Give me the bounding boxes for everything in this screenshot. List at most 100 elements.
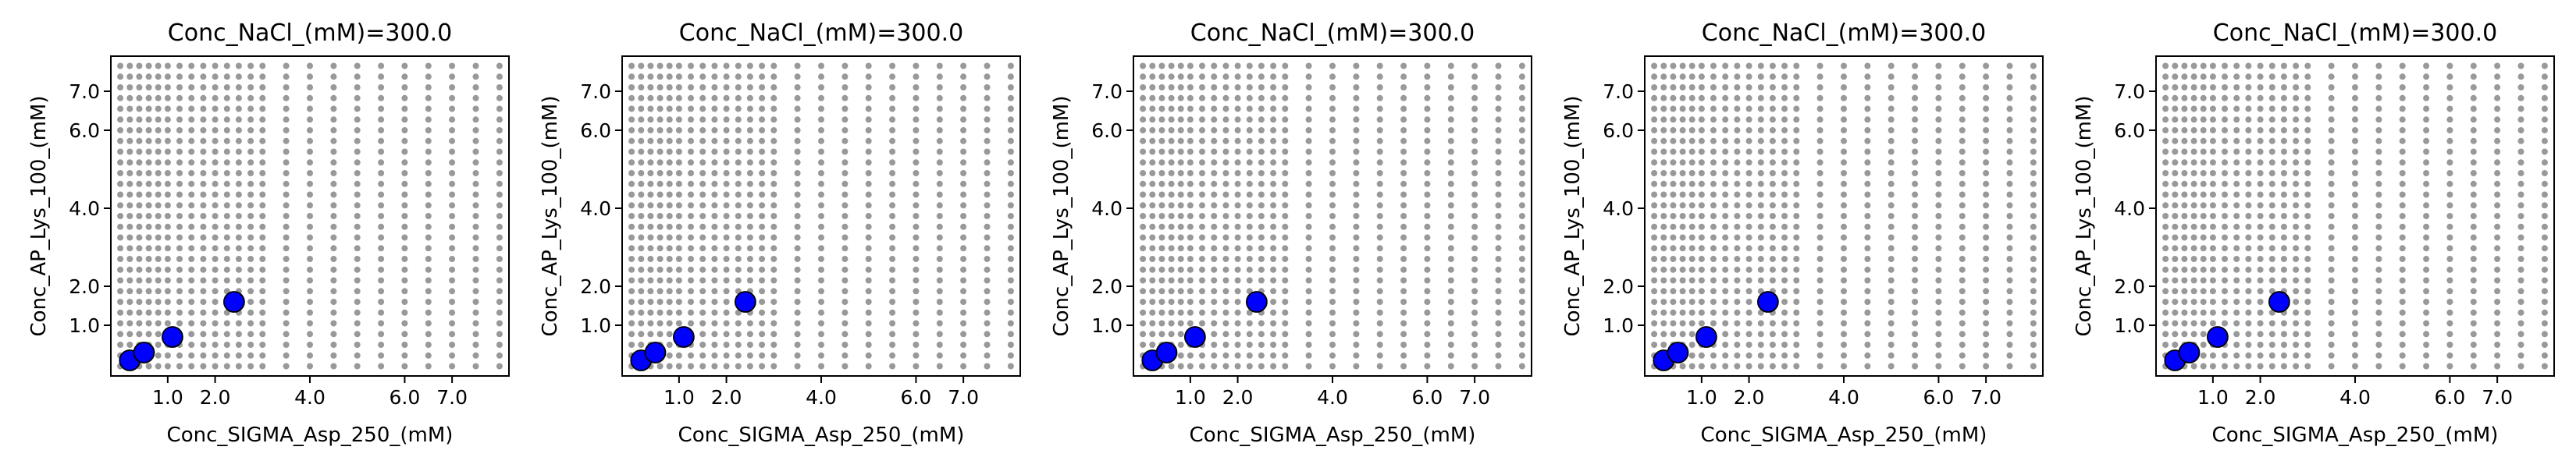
- grid-dot: [2245, 256, 2252, 262]
- grid-dot: [2190, 266, 2197, 273]
- grid-dot: [1149, 288, 1156, 295]
- grid-dot: [1651, 309, 1658, 316]
- grid-dot: [2200, 148, 2207, 155]
- grid-dot: [638, 94, 645, 101]
- grid-dot: [247, 170, 254, 176]
- grid-dot: [1447, 277, 1454, 284]
- grid-dot: [1793, 223, 1800, 230]
- grid-dot: [259, 342, 266, 348]
- grid-dot: [212, 288, 219, 295]
- grid-dot: [735, 352, 742, 359]
- grid-dot: [711, 159, 718, 166]
- grid-dot: [378, 352, 385, 359]
- grid-dot: [1670, 213, 1677, 219]
- grid-dot: [200, 170, 207, 176]
- grid-dot: [699, 320, 706, 327]
- grid-dot: [1734, 148, 1741, 155]
- grid-dot: [155, 137, 162, 144]
- grid-dot: [212, 84, 219, 90]
- grid-dot: [638, 84, 645, 90]
- grid-dot: [1660, 148, 1667, 155]
- grid-dot: [889, 137, 896, 144]
- grid-dot: [1518, 299, 1525, 305]
- grid-dot: [936, 191, 943, 198]
- grid-dot: [1679, 202, 1686, 209]
- grid-dot: [1781, 234, 1788, 241]
- grid-dot: [1816, 352, 1823, 359]
- grid-dot: [496, 191, 503, 198]
- grid-dot: [2293, 137, 2300, 144]
- grid-dot: [117, 309, 124, 316]
- grid-dot: [223, 127, 230, 133]
- grid-dot: [2293, 180, 2300, 187]
- grid-dot: [1177, 170, 1184, 176]
- grid-dot: [1258, 62, 1265, 69]
- grid-dot: [913, 191, 920, 198]
- grid-dot: [354, 137, 361, 144]
- grid-dot: [1959, 256, 1966, 262]
- grid-dot: [759, 352, 766, 359]
- grid-dot: [1007, 234, 1014, 241]
- grid-dot: [711, 299, 718, 305]
- grid-dot: [1888, 245, 1895, 252]
- grid-dot: [960, 148, 967, 155]
- grid-dot: [865, 309, 872, 316]
- grid-dot: [1864, 320, 1871, 327]
- grid-dot: [126, 94, 133, 101]
- grid-dot: [2200, 159, 2207, 166]
- grid-dot: [960, 309, 967, 316]
- grid-dot: [1651, 62, 1658, 69]
- grid-dot: [913, 105, 920, 112]
- grid-dot: [2423, 309, 2430, 316]
- grid-dot: [2304, 116, 2311, 123]
- grid-dot: [1353, 62, 1360, 69]
- grid-dot: [136, 191, 143, 198]
- grid-dot: [2190, 202, 2197, 209]
- grid-dot: [675, 159, 682, 166]
- grid-dot: [638, 234, 645, 241]
- grid-dot: [449, 266, 456, 273]
- grid-dot: [2006, 105, 2013, 112]
- grid-dot: [2446, 363, 2453, 370]
- grid-dot: [1888, 256, 1895, 262]
- grid-dot: [1651, 320, 1658, 327]
- grid-dot: [1816, 202, 1823, 209]
- y-tick-label: 6.0: [1603, 119, 1634, 142]
- grid-dot: [223, 245, 230, 252]
- grid-dot: [770, 320, 777, 327]
- grid-dot: [2268, 352, 2275, 359]
- grid-dot: [2030, 288, 2037, 295]
- grid-dot: [2172, 180, 2179, 187]
- grid-dot: [1688, 309, 1695, 316]
- grid-dot: [1651, 331, 1658, 338]
- grid-dot: [1211, 352, 1218, 359]
- grid-dot: [1912, 170, 1919, 176]
- grid-dot: [2006, 170, 2013, 176]
- grid-dot: [188, 84, 195, 90]
- grid-dot: [1007, 245, 1014, 252]
- grid-dot: [401, 342, 408, 348]
- grid-dot: [1270, 288, 1277, 295]
- grid-dot: [1234, 127, 1241, 133]
- grid-dot: [759, 342, 766, 348]
- grid-dot: [2446, 342, 2453, 348]
- grid-dot: [865, 116, 872, 123]
- grid-dot: [1757, 245, 1764, 252]
- grid-dot: [2200, 116, 2207, 123]
- grid-dot: [1305, 245, 1312, 252]
- grid-dot: [1400, 213, 1407, 219]
- grid-dot: [2245, 299, 2252, 305]
- grid-dot: [2222, 159, 2228, 166]
- grid-dot: [1158, 277, 1165, 284]
- grid-dot: [2200, 277, 2207, 284]
- grid-dot: [1518, 180, 1525, 187]
- grid-dot: [1983, 180, 1990, 187]
- grid-dot: [1246, 127, 1253, 133]
- grid-dot: [746, 116, 753, 123]
- grid-dot: [2030, 352, 2037, 359]
- grid-dot: [656, 127, 664, 133]
- grid-dot: [2423, 137, 2430, 144]
- grid-dot: [1660, 170, 1667, 176]
- grid-dot: [1959, 180, 1966, 187]
- grid-dot: [865, 202, 872, 209]
